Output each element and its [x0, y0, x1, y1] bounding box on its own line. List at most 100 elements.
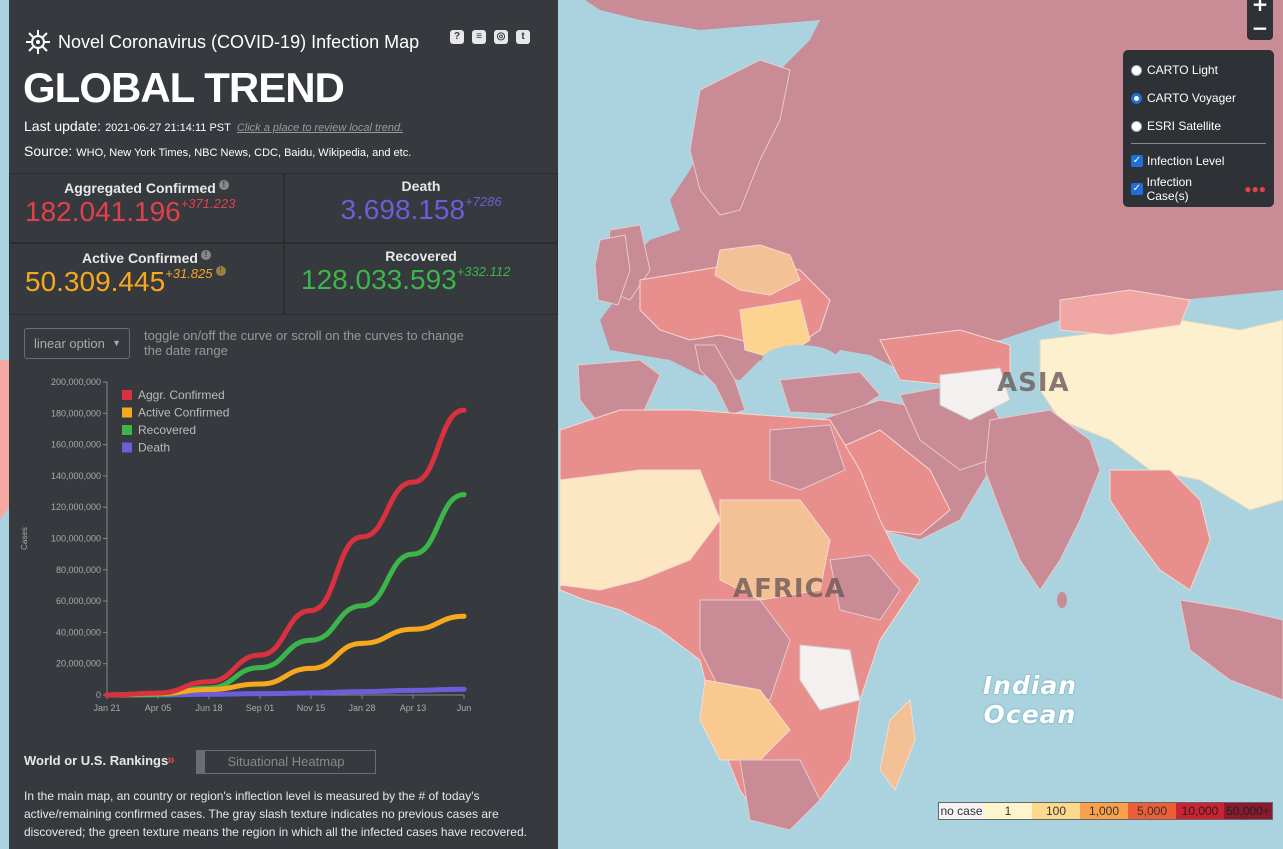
y-tick-label: 160,000,000 [51, 440, 101, 450]
death-card: Death 3.698.158+7286 [284, 173, 558, 243]
legend-swatch [122, 390, 132, 400]
legend-item-5: 10,000 [1176, 803, 1224, 819]
legend-label: Recovered [138, 423, 196, 437]
radio-icon[interactable] [1131, 64, 1142, 76]
scale-dropdown[interactable]: linear option ▼ [24, 328, 130, 359]
active-confirmed-value: 50.309.445 [25, 266, 166, 297]
app-header: Novel Coronavirus (COVID-19) Infection M… [24, 28, 419, 56]
situational-heatmap-toggle[interactable]: Situational Heatmap [196, 750, 376, 774]
data-point [461, 613, 467, 619]
overlay-infection-level[interactable]: ✓ Infection Level [1131, 154, 1225, 168]
radio-selected-icon[interactable] [1131, 92, 1142, 104]
data-point [257, 652, 263, 658]
y-axis-label: Cases [20, 527, 29, 550]
info-icon[interactable]: ! [215, 266, 226, 276]
toggle-knob[interactable] [197, 751, 205, 773]
info-icon[interactable]: ! [218, 180, 229, 190]
data-point [308, 665, 314, 671]
twitter-icon[interactable]: t [516, 30, 530, 44]
zoom-out-button[interactable]: − [1251, 16, 1269, 40]
data-point [410, 479, 416, 485]
y-tick-label: 140,000,000 [51, 471, 101, 481]
x-tick-label: Apr 05 [145, 703, 172, 713]
description: In the main map, an country or region's … [24, 789, 527, 839]
github-icon[interactable]: ◎ [494, 30, 508, 44]
radio-icon[interactable] [1131, 120, 1142, 132]
data-point [308, 607, 314, 613]
data-point [410, 551, 416, 557]
x-tick-label: Sep 01 [246, 703, 275, 713]
recovered-card: Recovered 128.033.593+332.112 [284, 243, 558, 315]
map-legend: no case 1 100 1,000 5,000 10,000 50,000+ [938, 802, 1273, 820]
indian-ocean-label: Indian Ocean [982, 671, 1078, 729]
data-point [359, 534, 365, 540]
legend-label: Death [138, 441, 170, 455]
active-confirmed-card: Active Confirmed! 50.309.445+31.825! [9, 243, 284, 315]
people-icon: ●●● [1244, 182, 1266, 196]
y-tick-label: 20,000,000 [56, 659, 101, 669]
local-trend-link[interactable]: Click a place to review local trend. [236, 122, 404, 134]
y-tick-label: 0 [96, 690, 101, 700]
data-point [308, 637, 314, 643]
x-tick-label: Jan 21 [93, 703, 120, 713]
y-tick-label: 180,000,000 [51, 408, 101, 418]
data-point [410, 687, 416, 693]
last-update-timestamp: 2021-06-27 21:14:11 PST [105, 122, 231, 134]
virus-logo-icon [26, 30, 50, 54]
data-point [104, 692, 110, 698]
double-chevron-icon[interactable]: » [167, 751, 175, 767]
data-point [257, 691, 263, 697]
base-layer-carto-light[interactable]: CARTO Light [1131, 56, 1266, 84]
layer-control: CARTO Light CARTO Voyager ESRI Satellite… [1123, 50, 1274, 207]
africa-label: AFRICA [733, 574, 846, 604]
legend-item-0: no case [939, 803, 984, 819]
trend-chart[interactable]: 0 20,000,000 40,000,000 60,000,000 80,000,00… [9, 370, 558, 720]
legend-item-4: 5,000 [1128, 803, 1176, 819]
y-tick-label: 100,000,000 [51, 534, 101, 544]
header-icons: ? ≡ ◎ t [450, 30, 530, 44]
checkbox-checked-icon[interactable]: ✓ [1131, 183, 1143, 195]
aggregated-confirmed-value: 182.041.196 [25, 196, 181, 227]
data-point [461, 407, 467, 413]
base-layer-esri-satellite[interactable]: ESRI Satellite [1131, 112, 1266, 140]
data-point [359, 603, 365, 609]
info-icon[interactable]: ! [200, 250, 211, 260]
y-tick-label: 40,000,000 [56, 627, 101, 637]
data-point [308, 690, 314, 696]
legend-item-3: 1,000 [1080, 803, 1128, 819]
news-icon[interactable]: ≡ [472, 30, 486, 44]
y-tick-label: 60,000,000 [56, 596, 101, 606]
data-point [206, 687, 212, 693]
asia-label: ASIA [997, 368, 1070, 398]
data-point [461, 492, 467, 498]
data-point [257, 665, 263, 671]
data-point [155, 690, 161, 696]
checkbox-checked-icon[interactable]: ✓ [1131, 155, 1143, 167]
base-layer-carto-voyager[interactable]: CARTO Voyager [1131, 84, 1266, 112]
x-tick-label: Jun 18 [195, 703, 222, 713]
aggregated-confirmed-card: Aggregated Confirmed! 182.041.196+371.22… [9, 173, 284, 243]
y-tick-label: 80,000,000 [56, 565, 101, 575]
x-tick-label: Jan 28 [348, 703, 375, 713]
side-panel: Novel Coronavirus (COVID-19) Infection M… [9, 0, 558, 849]
caret-down-icon: ▼ [112, 338, 121, 348]
overlay-infection-cases[interactable]: ✓ Infection Case(s) ●●● [1131, 175, 1266, 203]
data-point [461, 686, 467, 692]
zoom-in-button[interactable]: + [1251, 0, 1269, 16]
y-tick-label: 200,000,000 [51, 377, 101, 387]
source: Source: WHO, New York Times, NBC News, CD… [24, 143, 412, 159]
help-icon[interactable]: ? [450, 30, 464, 44]
data-point [206, 679, 212, 685]
x-tick-label: Jun [457, 703, 472, 713]
y-tick-label: 120,000,000 [51, 502, 101, 512]
death-value: 3.698.158 [340, 194, 466, 225]
app-title: Novel Coronavirus (COVID-19) Infection M… [58, 31, 420, 52]
legend-swatch [122, 425, 132, 435]
x-tick-label: Nov 15 [297, 703, 326, 713]
data-point [410, 626, 416, 632]
chart-hint: toggle on/off the curve or scroll on the… [144, 328, 464, 358]
page-title: GLOBAL TREND [23, 64, 345, 111]
legend-label: Aggr. Confirmed [138, 388, 225, 402]
legend-label: Active Confirmed [138, 406, 229, 420]
